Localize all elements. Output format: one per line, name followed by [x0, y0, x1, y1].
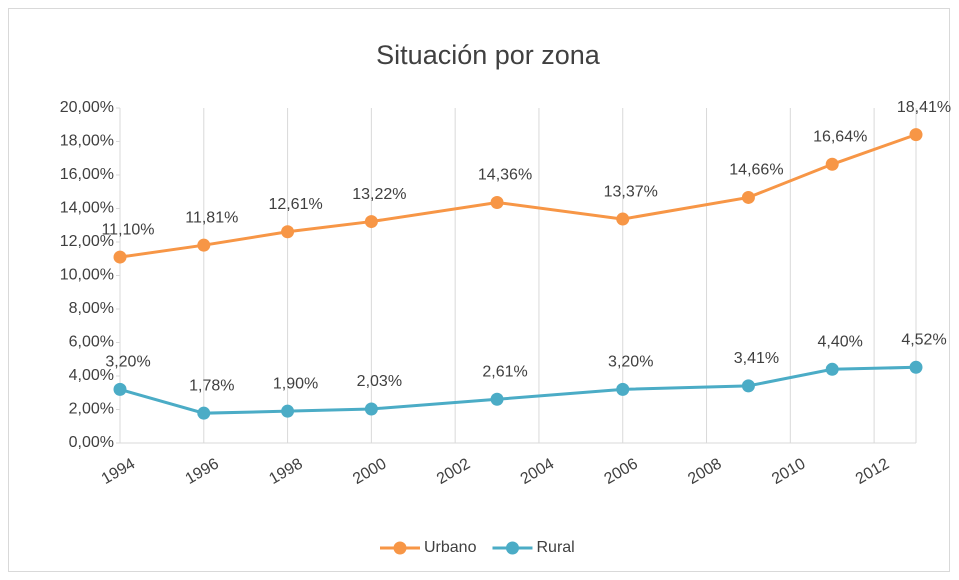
y-tick-label: 0,00% [69, 434, 114, 451]
y-tick-label: 16,00% [60, 166, 114, 183]
legend-marker [505, 541, 519, 555]
legend-marker [393, 541, 407, 555]
data-label: 1,90% [273, 375, 318, 392]
legend-label: Urbano [424, 539, 477, 556]
y-tick-label: 4,00% [69, 367, 114, 384]
data-label: 13,37% [604, 183, 658, 200]
point [825, 362, 839, 376]
point [113, 382, 127, 396]
data-label: 1,78% [189, 377, 234, 394]
y-tick-label: 8,00% [69, 300, 114, 317]
point [197, 238, 211, 252]
point [113, 250, 127, 264]
chart-title: Situación por zona [376, 40, 601, 70]
data-label: 3,20% [105, 354, 150, 371]
point [909, 360, 923, 374]
point [616, 212, 630, 226]
point [364, 402, 378, 416]
data-label: 11,10% [101, 221, 154, 238]
data-label: 3,20% [608, 354, 653, 371]
point [490, 195, 504, 209]
data-label: 2,03% [357, 373, 402, 390]
point [364, 215, 378, 229]
data-label: 2,61% [482, 364, 527, 381]
data-label: 12,61% [268, 196, 322, 213]
point [909, 128, 923, 142]
data-label: 4,52% [901, 332, 946, 349]
data-label: 13,22% [352, 186, 406, 203]
y-tick-label: 10,00% [60, 267, 114, 284]
point [197, 406, 211, 420]
data-label: 18,41% [897, 99, 951, 116]
point [616, 382, 630, 396]
data-label: 4,40% [818, 334, 863, 351]
y-tick-label: 14,00% [60, 200, 114, 217]
data-label: 16,64% [813, 128, 867, 145]
point [741, 190, 755, 204]
y-tick-label: 18,00% [60, 133, 114, 150]
y-tick-label: 6,00% [69, 334, 114, 351]
point [281, 404, 295, 418]
data-label: 3,41% [734, 350, 779, 367]
y-tick-label: 2,00% [69, 401, 114, 418]
y-tick-label: 20,00% [60, 99, 114, 116]
point [825, 157, 839, 171]
y-tick-label: 12,00% [60, 233, 114, 250]
point [281, 225, 295, 239]
data-label: 14,66% [729, 162, 783, 179]
data-label: 11,81% [185, 209, 238, 226]
chart-frame [8, 8, 950, 572]
point [741, 379, 755, 393]
legend-label: Rural [536, 539, 574, 556]
data-label: 14,36% [478, 167, 532, 184]
point [490, 392, 504, 406]
